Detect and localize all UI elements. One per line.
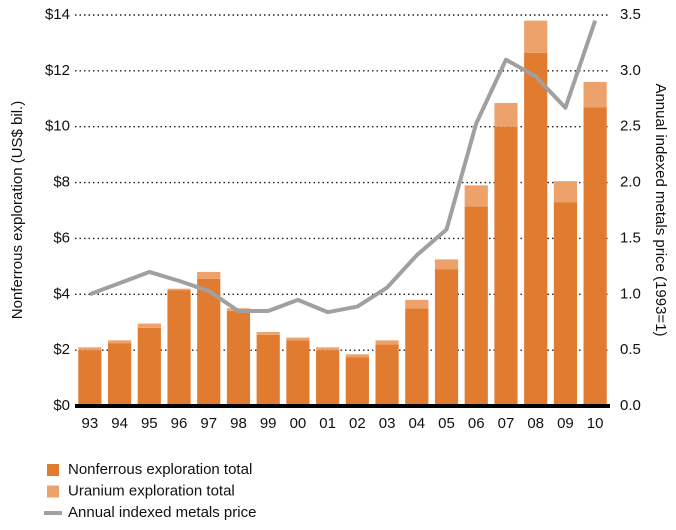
y2-tick-label: 3.0: [620, 62, 641, 79]
y2-tick-label: 2.5: [620, 118, 641, 135]
y2-tick-label: 1.0: [620, 285, 641, 302]
x-tick-label: 02: [349, 415, 366, 432]
bar: [583, 107, 607, 407]
bar: [345, 354, 369, 358]
bar: [345, 357, 369, 406]
bar: [107, 343, 132, 406]
x-tick-label: 09: [557, 415, 574, 432]
x-tick-label: 10: [587, 415, 604, 432]
bar: [197, 271, 221, 279]
y2-tick-label: 0.0: [620, 397, 641, 414]
x-tick-label: 93: [82, 415, 99, 432]
y-tick-label: $0: [53, 397, 70, 414]
bar: [464, 206, 488, 406]
y-tick-label: $4: [53, 285, 70, 302]
x-tick-label: 95: [141, 415, 158, 432]
bar: [494, 102, 518, 127]
legend-swatch: [47, 485, 59, 498]
y2-tick-label: 3.5: [620, 6, 641, 23]
x-tick-label: 99: [260, 415, 277, 432]
x-tick-label: 98: [230, 415, 247, 432]
bar: [553, 181, 578, 203]
price-line: [89, 19, 598, 315]
y2-tick-label: 2.0: [620, 174, 641, 191]
x-tick-label: 06: [468, 415, 485, 432]
y-tick-label: $14: [45, 6, 70, 23]
bar: [375, 340, 399, 345]
bar: [494, 126, 518, 406]
legend-label: Uranium exploration total: [68, 482, 235, 499]
bar: [197, 278, 221, 406]
legend-label: Annual indexed metals price: [68, 504, 256, 521]
x-tick-label: 00: [290, 415, 307, 432]
bar: [137, 327, 161, 406]
bar: [434, 259, 459, 270]
x-tick-label: 94: [111, 415, 128, 432]
bar: [107, 340, 132, 344]
bar: [316, 347, 340, 351]
x-tick-label: 96: [171, 415, 188, 432]
x-tick-label: 05: [438, 415, 455, 432]
y2-tick-label: 0.5: [620, 341, 641, 358]
bar: [167, 290, 191, 406]
y2-axis-label: Annual indexed metals price (1993=1): [652, 83, 669, 336]
x-tick-label: 97: [200, 415, 217, 432]
bar: [167, 288, 191, 291]
bar: [78, 347, 102, 351]
y-tick-label: $12: [45, 62, 70, 79]
x-tick-label: 08: [527, 415, 544, 432]
bar: [583, 82, 607, 108]
bar: [434, 269, 459, 406]
y2-tick-label: 1.5: [620, 229, 641, 246]
x-tick-label: 07: [498, 415, 515, 432]
y-tick-label: $2: [53, 341, 70, 358]
bar: [256, 334, 280, 406]
y-tick-label: $8: [53, 174, 70, 191]
x-tick-label: 04: [408, 415, 425, 432]
bar: [256, 331, 280, 335]
bar: [226, 311, 251, 406]
bar: [375, 344, 399, 406]
bar: [316, 350, 340, 406]
x-tick-label: 01: [319, 415, 336, 432]
bar: [405, 299, 429, 309]
x-tick-label: 03: [379, 415, 396, 432]
y-tick-label: $10: [45, 118, 70, 135]
bar: [464, 185, 488, 207]
bar: [286, 337, 310, 341]
legend-swatch: [47, 464, 59, 476]
bar: [286, 340, 310, 406]
legend-label: Nonferrous exploration total: [68, 461, 252, 478]
bar: [524, 20, 548, 53]
bar: [405, 308, 429, 406]
y-tick-label: $6: [53, 229, 70, 246]
y-axis-label: Nonferrous exploration (US$ bil.): [9, 101, 26, 319]
bar: [137, 323, 161, 328]
bar: [524, 52, 548, 406]
bar: [553, 202, 578, 406]
bar: [78, 350, 102, 406]
